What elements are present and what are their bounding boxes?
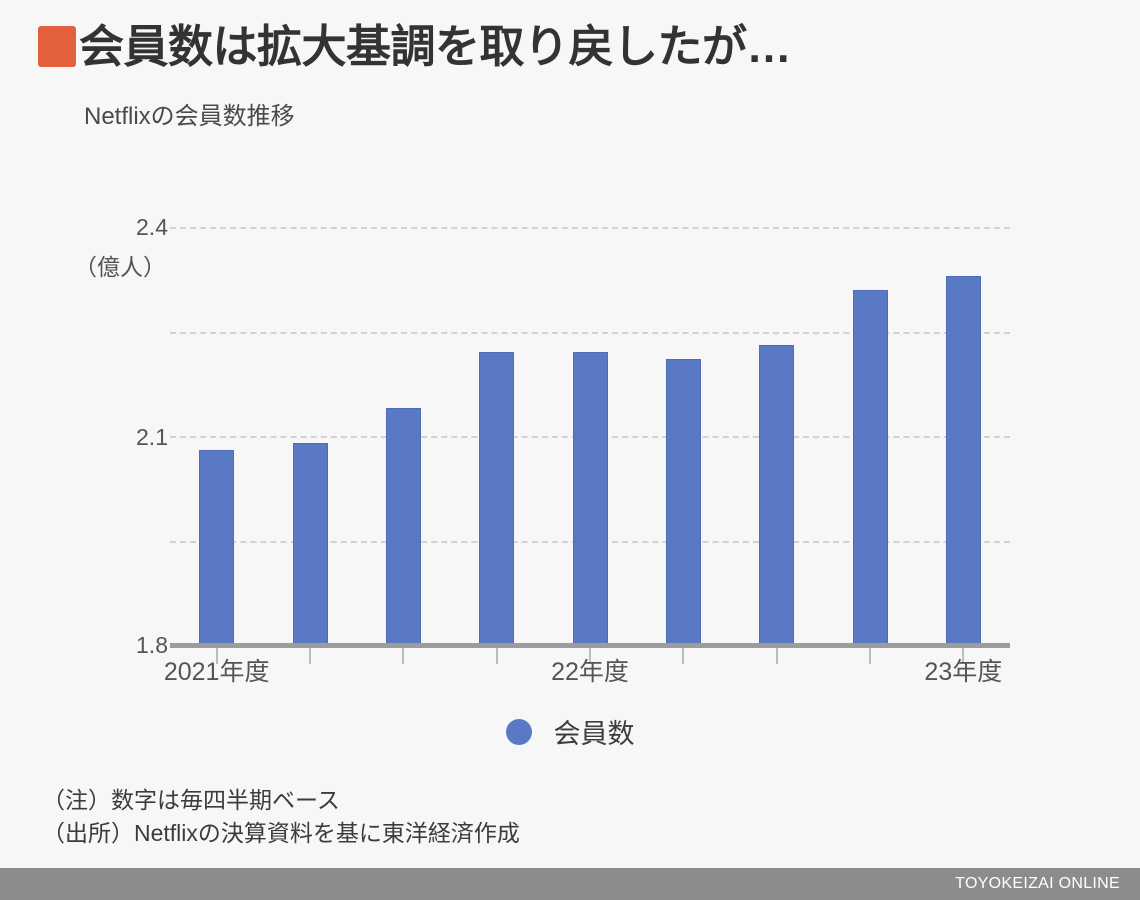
note-line: （注）数字は毎四半期ベース [42,787,340,813]
bar [385,408,421,645]
bar [852,289,888,645]
gridline [170,331,1010,334]
x-axis-tick [962,648,965,664]
chart-subtitle: Netflixの会員数推移 [84,103,295,130]
x-axis-tick [869,648,871,664]
plot-area [170,227,1010,645]
y-axis-unit-label: （億人） [74,254,166,280]
bar [572,352,608,645]
legend-marker-circle-icon [505,718,532,745]
gridline [170,227,1010,229]
bar [199,449,235,645]
x-axis-tick-label: 22年度 [551,658,629,686]
x-axis-tick [309,648,311,664]
title-marker-square [38,26,76,67]
x-axis-tick [775,648,778,664]
x-axis-tick [495,648,498,664]
x-axis-tick [402,648,405,664]
chart-notes: （注）数字は毎四半期ベース （出所）Netflixの決算資料を基に東洋経済作成 [42,784,520,849]
footer-bar: TOYOKEIZAI ONLINE [0,868,1140,900]
legend-item-label: 会員数 [553,719,635,749]
bar [665,359,701,645]
x-axis-tick [215,648,218,664]
x-axis-tick-label: 2021年度 [163,658,270,686]
source-line: （出所）Netflixの決算資料を基に東洋経済作成 [42,819,520,846]
x-axis-tick-label: 23年度 [924,658,1003,686]
y-axis-tick-label: 1.8 [136,632,168,658]
title-row: 会員数は拡大基調を取り戻したが… [38,21,792,72]
page-title: 会員数は拡大基調を取り戻したが… [79,21,792,72]
bar [945,275,981,645]
y-axis-tick-label: 2.1 [136,424,168,450]
bar [759,345,795,645]
x-axis-line [170,643,1010,648]
footer-watermark: TOYOKEIZAI ONLINE [955,875,1120,892]
y-axis-tick-label: 2.4 [136,214,168,240]
x-axis-tick [682,648,685,664]
bar [292,442,328,645]
chart-legend: 会員数 [0,712,1140,751]
x-axis-tick [589,648,591,664]
bar [479,352,515,645]
